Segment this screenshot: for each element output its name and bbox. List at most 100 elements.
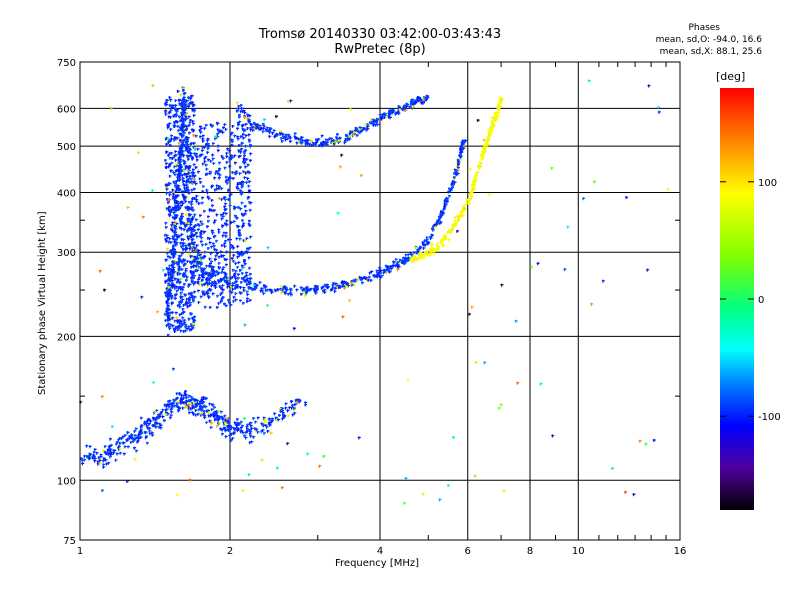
- data-point: [205, 281, 208, 285]
- data-point: [168, 264, 171, 268]
- data-point: [182, 105, 184, 109]
- data-point: [187, 169, 189, 173]
- data-point: [379, 276, 382, 280]
- data-point: [172, 271, 174, 275]
- data-point: [178, 158, 180, 162]
- data-point: [225, 280, 227, 284]
- data-point: [164, 237, 167, 241]
- data-point: [379, 113, 381, 117]
- data-point: [266, 129, 268, 133]
- data-point: [189, 303, 191, 307]
- data-point: [492, 124, 494, 128]
- data-point: [170, 241, 172, 245]
- data-point: [442, 244, 444, 248]
- data-point: [172, 248, 174, 252]
- data-point: [173, 284, 175, 288]
- data-point: [189, 174, 191, 178]
- data-point: [437, 247, 439, 251]
- data-point: [171, 263, 173, 267]
- data-point: [185, 269, 187, 273]
- data-point: [192, 257, 194, 261]
- data-point: [179, 281, 181, 285]
- data-point: [186, 218, 189, 222]
- data-point: [370, 121, 372, 125]
- data-point: [203, 416, 206, 420]
- data-point: [170, 104, 173, 108]
- data-point: [256, 283, 258, 287]
- data-point: [238, 115, 240, 119]
- data-point: [185, 396, 187, 400]
- data-point: [187, 237, 189, 241]
- data-point: [496, 114, 498, 118]
- data-point: [388, 115, 390, 119]
- data-point: [156, 422, 158, 426]
- data-point: [172, 405, 174, 409]
- data-point: [169, 311, 171, 315]
- data-point: [175, 242, 177, 246]
- data-point: [188, 317, 190, 321]
- data-point: [172, 206, 174, 210]
- data-point: [173, 138, 175, 142]
- data-point: [192, 145, 194, 149]
- data-point: [191, 238, 193, 242]
- data-point: [255, 123, 257, 127]
- data-point: [332, 283, 334, 287]
- data-point: [179, 160, 181, 164]
- data-point: [337, 140, 339, 144]
- data-point: [236, 424, 238, 428]
- data-point: [199, 400, 201, 404]
- data-point: [117, 446, 119, 450]
- data-point: [234, 421, 236, 425]
- data-point: [205, 397, 207, 401]
- data-point: [483, 149, 485, 153]
- data-point: [119, 447, 121, 451]
- data-point: [445, 234, 447, 238]
- grid-layer: [80, 62, 680, 540]
- data-point: [407, 259, 409, 263]
- data-point: [164, 280, 166, 284]
- data-point: [190, 177, 192, 181]
- data-point: [168, 237, 171, 241]
- data-point: [416, 250, 418, 254]
- data-point: [210, 426, 212, 430]
- data-point: [422, 246, 425, 250]
- data-point: [91, 456, 93, 460]
- data-point: [226, 428, 228, 432]
- data-point: [174, 250, 176, 254]
- data-point: [500, 98, 502, 102]
- data-point: [349, 130, 352, 134]
- data-point: [455, 173, 457, 177]
- data-point: [119, 441, 121, 445]
- phases-heading: Phases: [688, 23, 720, 33]
- data-point: [165, 137, 167, 141]
- data-point: [394, 264, 396, 268]
- data-point: [407, 257, 409, 261]
- data-point: [365, 276, 367, 280]
- data-point: [168, 327, 171, 331]
- data-point: [240, 429, 242, 433]
- data-point: [207, 411, 210, 415]
- data-point: [179, 149, 181, 153]
- data-point: [389, 265, 391, 269]
- data-point: [462, 214, 464, 218]
- data-point: [304, 401, 306, 405]
- data-point: [238, 107, 240, 111]
- data-point: [471, 188, 473, 192]
- data-point: [179, 147, 181, 151]
- data-point: [279, 407, 281, 411]
- data-point: [389, 111, 392, 115]
- data-point: [451, 227, 453, 231]
- data-point: [427, 241, 429, 245]
- data-point: [182, 177, 184, 181]
- data-point: [468, 192, 470, 196]
- data-point: [164, 233, 166, 237]
- data-point: [176, 402, 178, 406]
- data-point: [186, 222, 188, 226]
- data-point: [338, 286, 340, 290]
- data-point: [346, 134, 348, 138]
- data-point: [282, 286, 285, 290]
- data-point: [188, 407, 190, 411]
- data-point: [331, 141, 334, 145]
- data-point: [436, 244, 438, 248]
- data-point: [208, 414, 210, 418]
